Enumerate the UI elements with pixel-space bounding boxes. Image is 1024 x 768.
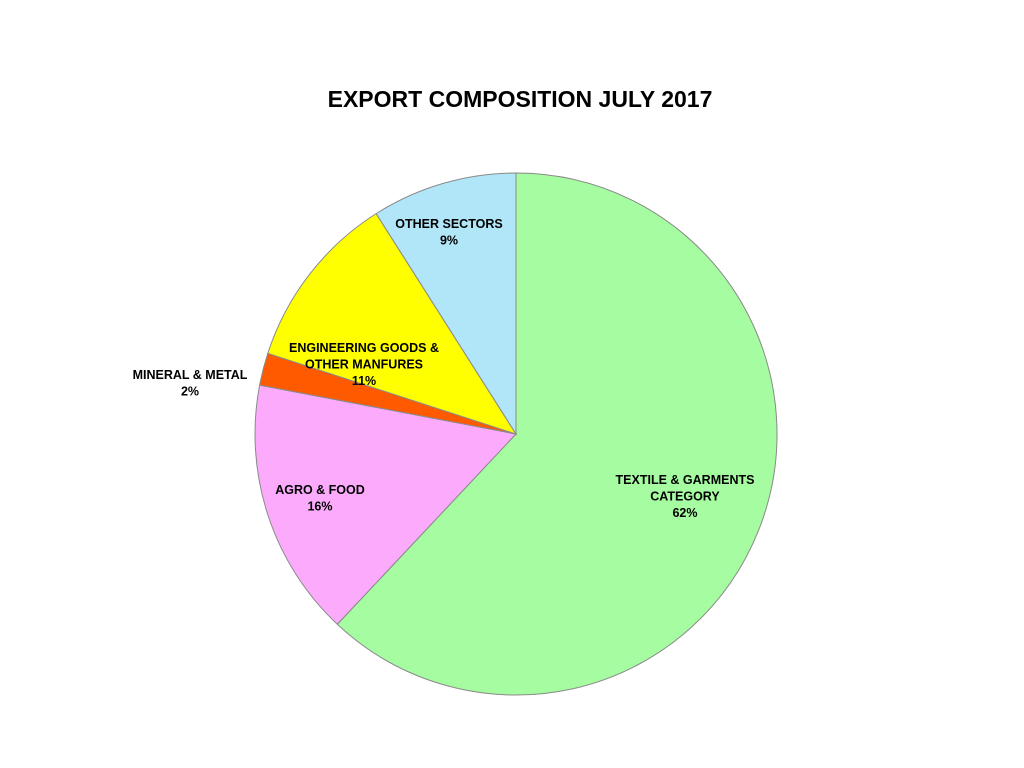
pie-slices [254, 172, 778, 696]
pie-labels: TEXTILE & GARMENTS CATEGORY 62% AGRO & FOOD… [133, 217, 755, 520]
slice-label-engineering-goods-and-other-manfures: ENGINEERING GOODS & OTHER MANFURES 11% [289, 341, 439, 388]
slice-label-agro-and-food: AGRO & FOOD 16% [275, 483, 365, 514]
slice-label-other-sectors: OTHER SECTORS 9% [395, 217, 502, 248]
pie-slice-textile-and-garments-category [336, 172, 778, 696]
slice-label-textile-and-garments-category: TEXTILE & GARMENTS CATEGORY 62% [616, 473, 755, 520]
pie-slice-agro-and-food [254, 384, 517, 625]
chart-title: EXPORT COMPOSITION JULY 2017 [327, 86, 713, 112]
slice-label-mineral-and-metal: MINERAL & METAL 2% [133, 368, 248, 399]
pie-slice-other-sectors [375, 172, 517, 436]
pie-slice-engineering-goods-and-other-manfures [267, 212, 518, 435]
